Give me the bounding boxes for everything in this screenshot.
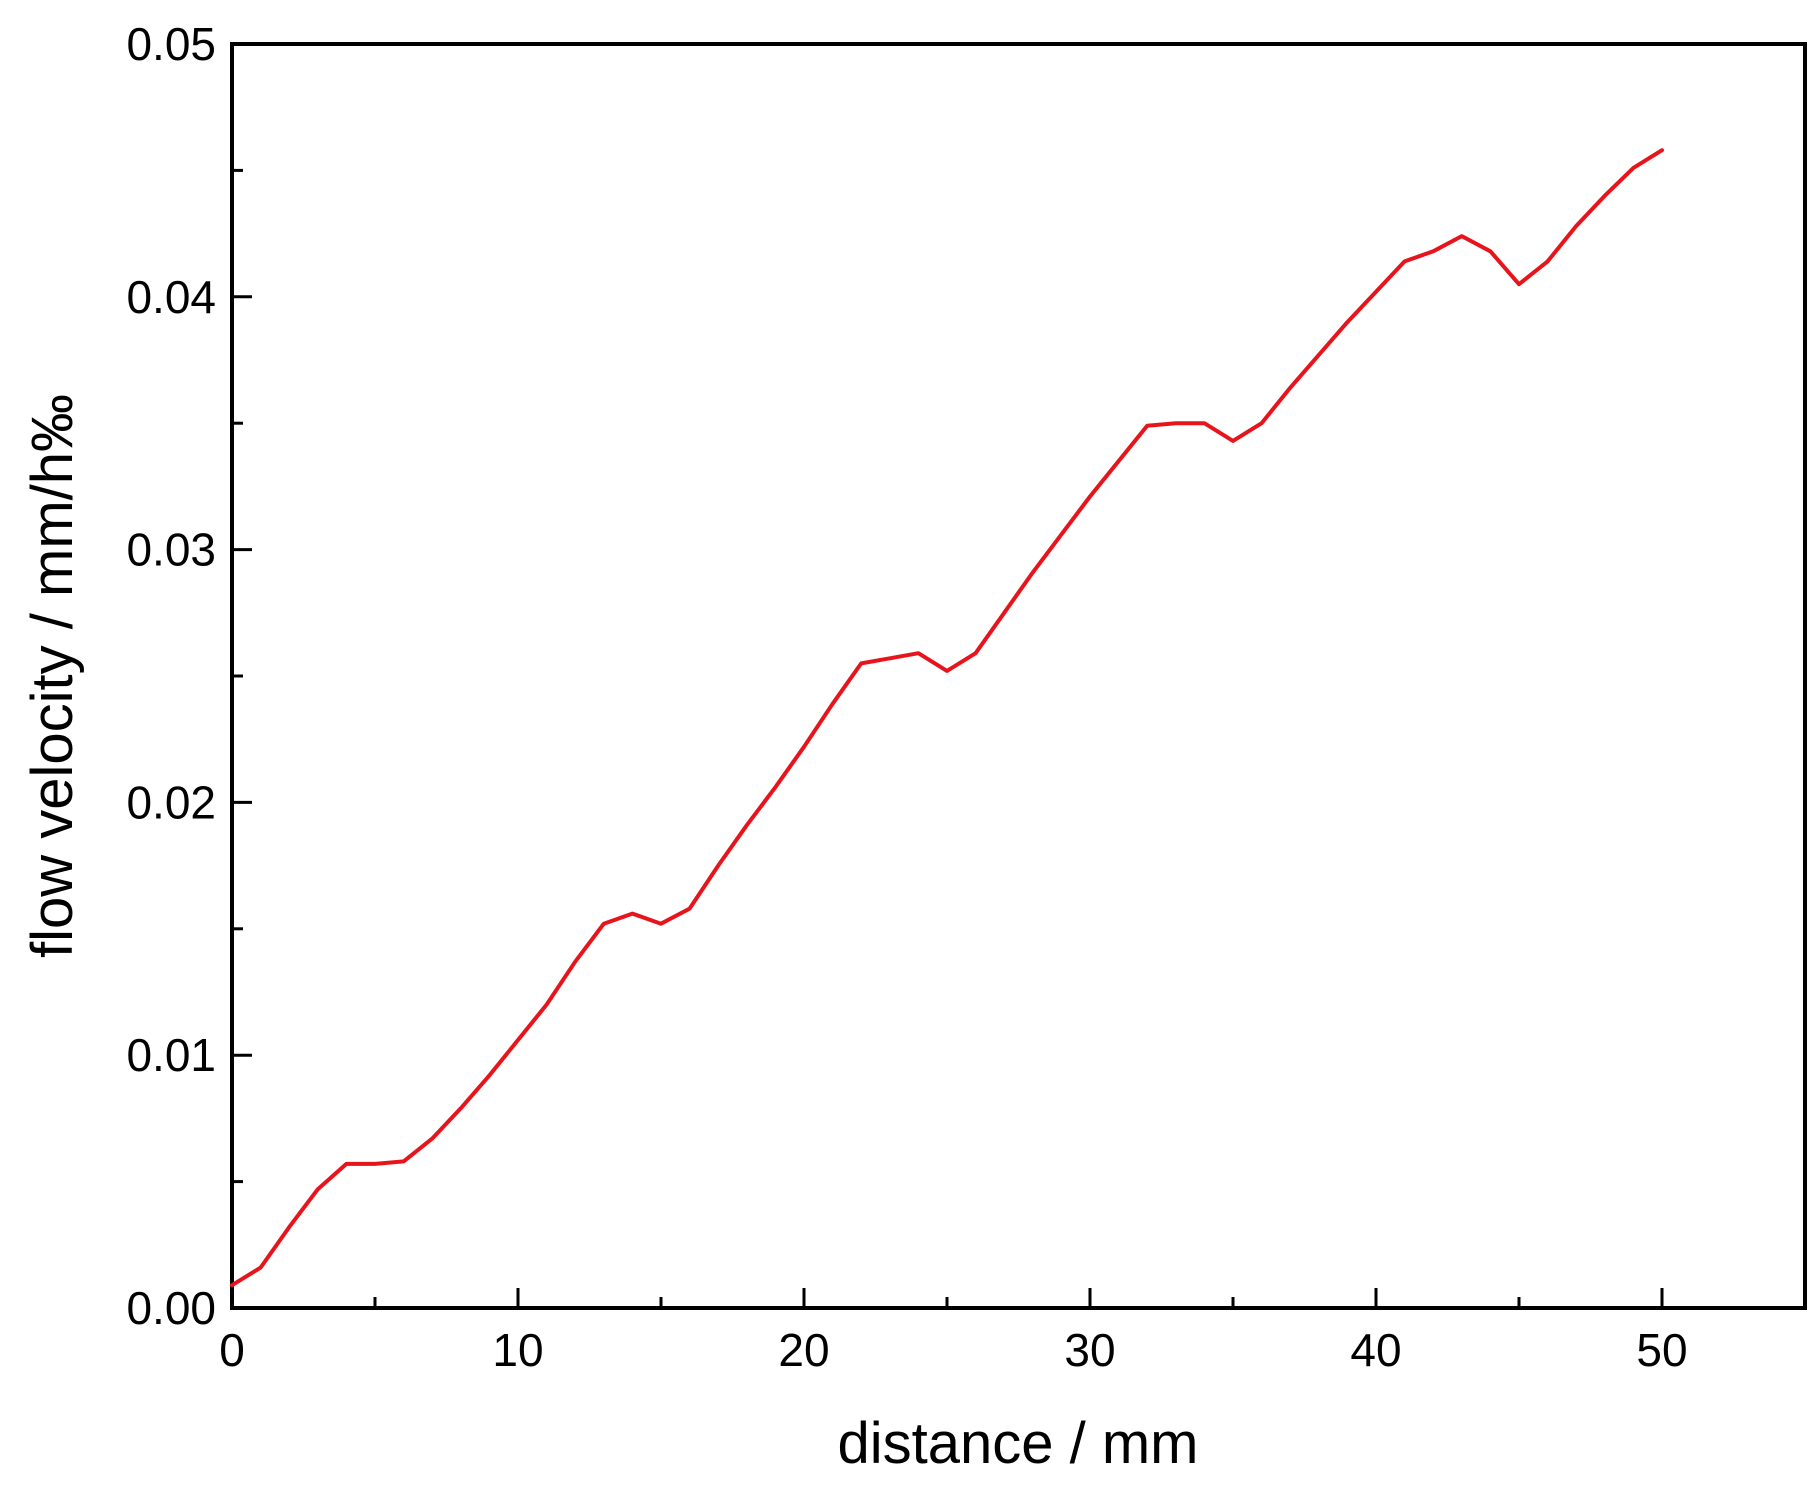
x-axis: 0 10 20 30 40 50 bbox=[219, 1288, 1807, 1376]
y-tick-label: 0.04 bbox=[126, 271, 216, 323]
x-tick-label: 10 bbox=[492, 1324, 543, 1376]
x-tick-label: 50 bbox=[1636, 1324, 1687, 1376]
x-tick-label: 30 bbox=[1064, 1324, 1115, 1376]
y-tick-label: 0.00 bbox=[126, 1282, 216, 1334]
x-tick-label: 20 bbox=[778, 1324, 829, 1376]
x-axis-title: distance / mm bbox=[838, 1411, 1199, 1476]
y-tick-label: 0.02 bbox=[126, 776, 216, 828]
y-tick-label: 0.05 bbox=[126, 18, 216, 70]
y-tick-label: 0.03 bbox=[126, 524, 216, 576]
x-tick-label: 0 bbox=[219, 1324, 245, 1376]
x-tick-label: 40 bbox=[1350, 1324, 1401, 1376]
y-axis-title: flow velocity / mm/h‰ bbox=[20, 394, 85, 958]
y-axis: 0.00 0.01 0.02 0.03 0.04 0.05 bbox=[126, 18, 252, 1334]
series-line bbox=[230, 148, 1664, 1288]
y-tick-label: 0.01 bbox=[126, 1029, 216, 1081]
